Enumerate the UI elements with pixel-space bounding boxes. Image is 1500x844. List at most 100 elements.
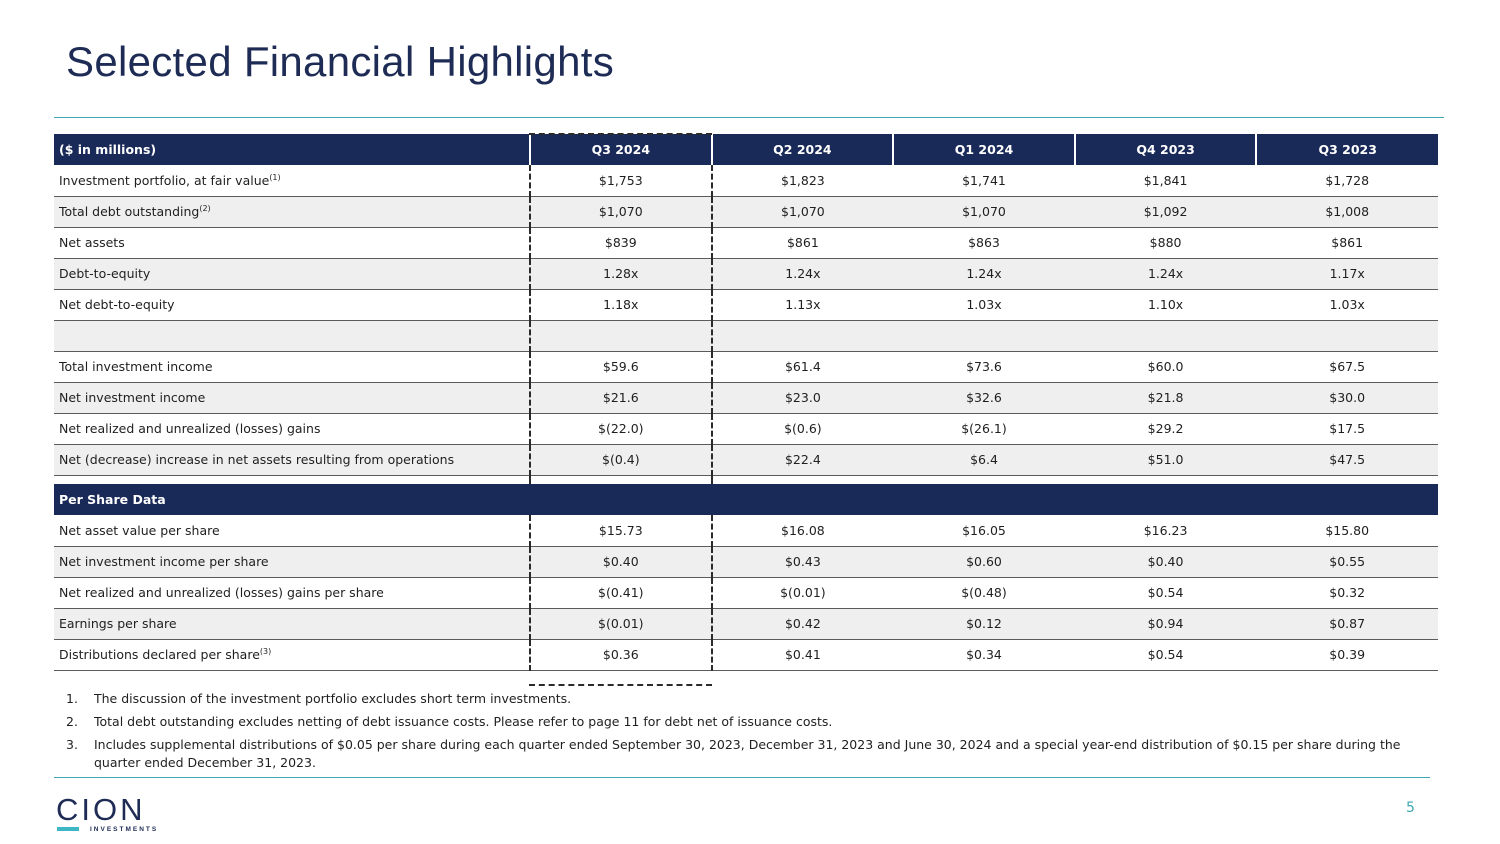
table-cell: $(26.1) (893, 413, 1075, 445)
table-row: Debt-to-equity 1.28x 1.24x 1.24x 1.24x 1.17x (54, 258, 1438, 290)
footnote-number: 3. (66, 737, 78, 752)
blank-row (54, 320, 1438, 352)
per-share-heading: Per Share Data (54, 484, 1438, 515)
table-cell: $15.80 (1256, 515, 1438, 547)
table-cell: $32.6 (893, 382, 1075, 414)
table-cell: 1.03x (1256, 289, 1438, 321)
table-cell: $60.0 (1074, 351, 1257, 383)
footnotes: 1. The discussion of the investment portf… (66, 690, 1426, 777)
row-label: Net assets (54, 227, 530, 259)
table-cell: $17.5 (1256, 413, 1438, 445)
empty-cell (711, 320, 894, 352)
footnote-number: 1. (66, 691, 78, 706)
row-label-text: Earnings per share (59, 616, 177, 631)
empty-cell (529, 320, 713, 352)
footnote: 2. Total debt outstanding excludes nettin… (66, 713, 1426, 731)
row-label-text: Net investment income (59, 390, 206, 405)
table-cell: $0.60 (893, 546, 1075, 578)
table-cell: 1.24x (1074, 258, 1257, 290)
row-label-text: Net realized and unrealized (losses) gai… (59, 585, 384, 600)
empty-cell (893, 320, 1075, 352)
table-cell: $59.6 (529, 351, 713, 383)
table-cell: $6.4 (893, 444, 1075, 476)
empty-cell (1074, 475, 1257, 484)
table-cell: $1,841 (1074, 165, 1257, 197)
table-cell: $0.87 (1256, 608, 1438, 640)
table-cell: $(0.4) (529, 444, 713, 476)
row-label: Total debt outstanding(2) (54, 196, 530, 228)
column-header: Q3 2023 (1256, 134, 1438, 165)
table-cell: $880 (1074, 227, 1257, 259)
table-cell: $0.41 (711, 639, 894, 671)
empty-cell (711, 475, 894, 484)
table-row: Earnings per share $(0.01) $0.42 $0.12 $0.94… (54, 608, 1438, 640)
table-cell: $1,070 (529, 196, 713, 228)
row-label: Net asset value per share (54, 515, 530, 547)
footnote: 1. The discussion of the investment portf… (66, 690, 1426, 708)
table-cell: $861 (711, 227, 894, 259)
table-cell: $(0.6) (711, 413, 894, 445)
empty-cell (54, 320, 530, 352)
footnote-ref: (3) (259, 647, 272, 656)
table-cell: $67.5 (1256, 351, 1438, 383)
table-cell: $0.43 (711, 546, 894, 578)
table-cell: $0.94 (1074, 608, 1257, 640)
table-cell: $0.42 (711, 608, 894, 640)
table-row: Net realized and unrealized (losses) gai… (54, 577, 1438, 609)
row-label: Net realized and unrealized (losses) gai… (54, 577, 530, 609)
table-cell: $22.4 (711, 444, 894, 476)
table-row: Net investment income $21.6 $23.0 $32.6 $21.… (54, 382, 1438, 414)
table-cell: $51.0 (1074, 444, 1257, 476)
table-cell: $(0.48) (893, 577, 1075, 609)
table-cell: $1,070 (893, 196, 1075, 228)
table-cell: $1,008 (1256, 196, 1438, 228)
page-number: 5 (1406, 800, 1415, 816)
table-cell: 1.24x (711, 258, 894, 290)
table-cell: 1.03x (893, 289, 1075, 321)
financial-highlights-table: ($ in millions) Q3 2024 Q2 2024 Q1 2024 … (54, 134, 1438, 671)
table-cell: 1.13x (711, 289, 894, 321)
row-label: Net debt-to-equity (54, 289, 530, 321)
table-row: Net realized and unrealized (losses) gai… (54, 413, 1438, 445)
table-cell: $61.4 (711, 351, 894, 383)
table-row: Net (decrease) increase in net assets re… (54, 444, 1438, 476)
table-cell: $0.54 (1074, 577, 1257, 609)
row-label: Net (decrease) increase in net assets re… (54, 444, 530, 476)
row-label-text: Net (decrease) increase in net assets re… (59, 452, 455, 467)
row-label: Net investment income (54, 382, 530, 414)
table-header-row: ($ in millions) Q3 2024 Q2 2024 Q1 2024 … (54, 134, 1438, 165)
column-header: Q3 2024 (530, 134, 713, 165)
empty-cell (529, 475, 713, 484)
bottom-divider (54, 777, 1430, 778)
table-row: Net asset value per share $15.73 $16.08 $16… (54, 515, 1438, 547)
table-cell: $0.12 (893, 608, 1075, 640)
empty-cell (54, 475, 530, 484)
column-header: Q1 2024 (893, 134, 1076, 165)
table-row: Distributions declared per share(3) $0.36… (54, 639, 1438, 671)
row-label-text: Investment portfolio, at fair value (59, 172, 270, 188)
table-cell: $30.0 (1256, 382, 1438, 414)
section-heading-row: Per Share Data (54, 484, 1438, 515)
table-cell: 1.17x (1256, 258, 1438, 290)
logo-accent-bar (57, 827, 79, 831)
table-cell: $16.05 (893, 515, 1075, 547)
table-cell: $73.6 (893, 351, 1075, 383)
table-cell: $0.39 (1256, 639, 1438, 671)
table-cell: $0.34 (893, 639, 1075, 671)
logo-subtitle: INVESTMENTS (90, 826, 159, 833)
row-label: Net realized and unrealized (losses) gai… (54, 413, 530, 445)
footnote: 3. Includes supplemental distributions of… (66, 736, 1426, 772)
q3-2024-highlight-top (529, 133, 712, 135)
table-cell: $863 (893, 227, 1075, 259)
table-cell: 1.24x (893, 258, 1075, 290)
row-label-text: Net realized and unrealized (losses) gai… (59, 421, 321, 436)
table-cell: 1.10x (1074, 289, 1257, 321)
table-cell: $(0.01) (529, 608, 713, 640)
row-label-text: Debt-to-equity (59, 266, 151, 281)
row-label: Total investment income (54, 351, 530, 383)
table-cell: 1.18x (529, 289, 713, 321)
row-label-text: Net asset value per share (59, 522, 220, 538)
row-label: Debt-to-equity (54, 258, 530, 290)
table-row: Total debt outstanding(2) $1,070 $1,070 $1,… (54, 196, 1438, 228)
table-cell: $47.5 (1256, 444, 1438, 476)
